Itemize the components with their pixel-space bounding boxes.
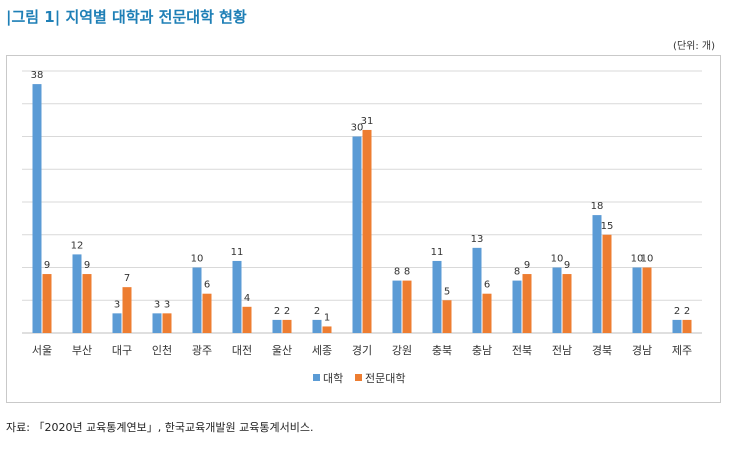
source-note: 자료: 「2020년 교육통계연보」, 한국교육개발원 교육통계서비스.: [6, 421, 314, 434]
x-tick-label: 인천: [152, 343, 172, 357]
x-tick-label: 대전: [232, 344, 252, 357]
bar-전문대학-인천: [162, 313, 172, 333]
data-label: 9: [44, 260, 50, 271]
x-tick-label: 충남: [472, 344, 492, 357]
data-label: 9: [84, 260, 90, 271]
data-label: 8: [404, 267, 410, 278]
legend-swatch: [355, 374, 362, 381]
x-tick-label: 전북: [512, 344, 532, 357]
data-label: 8: [514, 267, 520, 278]
data-label: 11: [231, 247, 244, 258]
x-tick-label: 광주: [192, 344, 212, 357]
bar-대학-전북: [512, 280, 522, 333]
legend-swatch: [313, 374, 320, 381]
data-label: 6: [484, 280, 490, 291]
bar-전문대학-충북: [442, 300, 452, 333]
x-tick-label: 제주: [672, 344, 692, 357]
data-label: 30: [351, 123, 364, 134]
bar-전문대학-경북: [602, 234, 612, 333]
data-label: 10: [641, 254, 654, 265]
x-tick-label: 부산: [72, 344, 92, 357]
data-label: 8: [394, 267, 400, 278]
bar-전문대학-서울: [42, 274, 52, 333]
bar-대학-세종: [312, 319, 322, 333]
data-label: 3: [164, 299, 170, 310]
x-tick-label: 대구: [112, 344, 132, 357]
bar-전문대학-울산: [282, 319, 292, 333]
data-label: 2: [684, 306, 690, 317]
bar-전문대학-강원: [402, 280, 412, 333]
figure-title: |그림 1| 지역별 대학과 전문대학 현황: [6, 8, 247, 26]
bar-대학-광주: [192, 267, 202, 333]
bar-대학-부산: [72, 254, 82, 333]
bar-전문대학-제주: [682, 319, 692, 333]
x-tick-label: 세종: [312, 344, 332, 357]
bar-대학-경기: [352, 136, 362, 333]
data-label: 2: [284, 306, 290, 317]
data-label: 1: [324, 312, 330, 323]
data-label: 9: [564, 260, 570, 271]
bar-전문대학-전북: [522, 274, 532, 333]
unit-note: (단위: 개): [673, 41, 715, 52]
bar-전문대학-세종: [322, 326, 332, 333]
data-label: 3: [154, 299, 160, 310]
data-label: 5: [444, 286, 450, 297]
gridlines: [22, 70, 702, 334]
bar-대학-전남: [552, 267, 562, 333]
x-tick-label: 경기: [352, 344, 372, 357]
data-label: 2: [274, 306, 280, 317]
legend: 대학 전문대학: [313, 372, 405, 385]
x-tick-label: 울산: [272, 344, 292, 357]
data-label: 4: [244, 293, 250, 304]
bar-대학-경남: [632, 267, 642, 333]
data-label: 2: [314, 306, 320, 317]
bar-전문대학-대구: [122, 287, 132, 333]
x-tick-label: 전남: [552, 344, 572, 357]
data-label: 18: [591, 201, 604, 212]
data-label: 13: [471, 234, 484, 245]
bar-전문대학-대전: [242, 306, 252, 333]
x-tick-label: 서울: [32, 344, 52, 357]
bar-대학-서울: [32, 84, 42, 333]
data-label: 31: [361, 116, 374, 127]
bar-대학-경북: [592, 215, 602, 333]
x-tick-label: 강원: [392, 344, 412, 357]
bar-전문대학-전남: [562, 274, 572, 333]
data-label: 11: [431, 247, 444, 258]
data-label: 6: [204, 280, 210, 291]
data-label: 38: [31, 70, 44, 81]
bars: [32, 84, 692, 333]
data-label: 2: [674, 306, 680, 317]
data-label: 3: [114, 299, 120, 310]
x-tick-label: 충북: [432, 344, 452, 357]
bar-대학-충남: [472, 247, 482, 333]
x-tick-label: 경북: [592, 344, 612, 357]
data-label: 7: [124, 273, 130, 284]
bar-전문대학-충남: [482, 293, 492, 333]
data-label: 9: [524, 260, 530, 271]
legend-label: 대학: [323, 372, 343, 385]
bar-대학-충북: [432, 260, 442, 333]
chart-frame: 38 9 12 9 3 7 3 3 10 6 11 4 2 2 2 1 30 31 8 8 11 5 13 6 8 9 10 9 18 1…: [6, 55, 721, 403]
legend-label: 전문대학: [365, 372, 405, 385]
data-label: 10: [631, 254, 644, 265]
bar-전문대학-광주: [202, 293, 212, 333]
bar-전문대학-경남: [642, 267, 652, 333]
bar-대학-대전: [232, 260, 242, 333]
bar-대학-강원: [392, 280, 402, 333]
bar-대학-울산: [272, 319, 282, 333]
bar-대학-제주: [672, 319, 682, 333]
data-label: 15: [601, 221, 614, 232]
x-tick-label: 경남: [632, 344, 652, 357]
bar-전문대학-부산: [82, 274, 92, 333]
bar-대학-대구: [112, 313, 122, 333]
x-axis: 서울 부산 대구 인천 광주 대전 울산 세종 경기 강원 충북 충남 전북 전남 경북 경남 제주: [32, 343, 692, 357]
data-label: 10: [551, 254, 564, 265]
bar-대학-인천: [152, 313, 162, 333]
data-label: 12: [71, 240, 84, 251]
bar-전문대학-경기: [362, 129, 372, 333]
data-label: 10: [191, 254, 204, 265]
